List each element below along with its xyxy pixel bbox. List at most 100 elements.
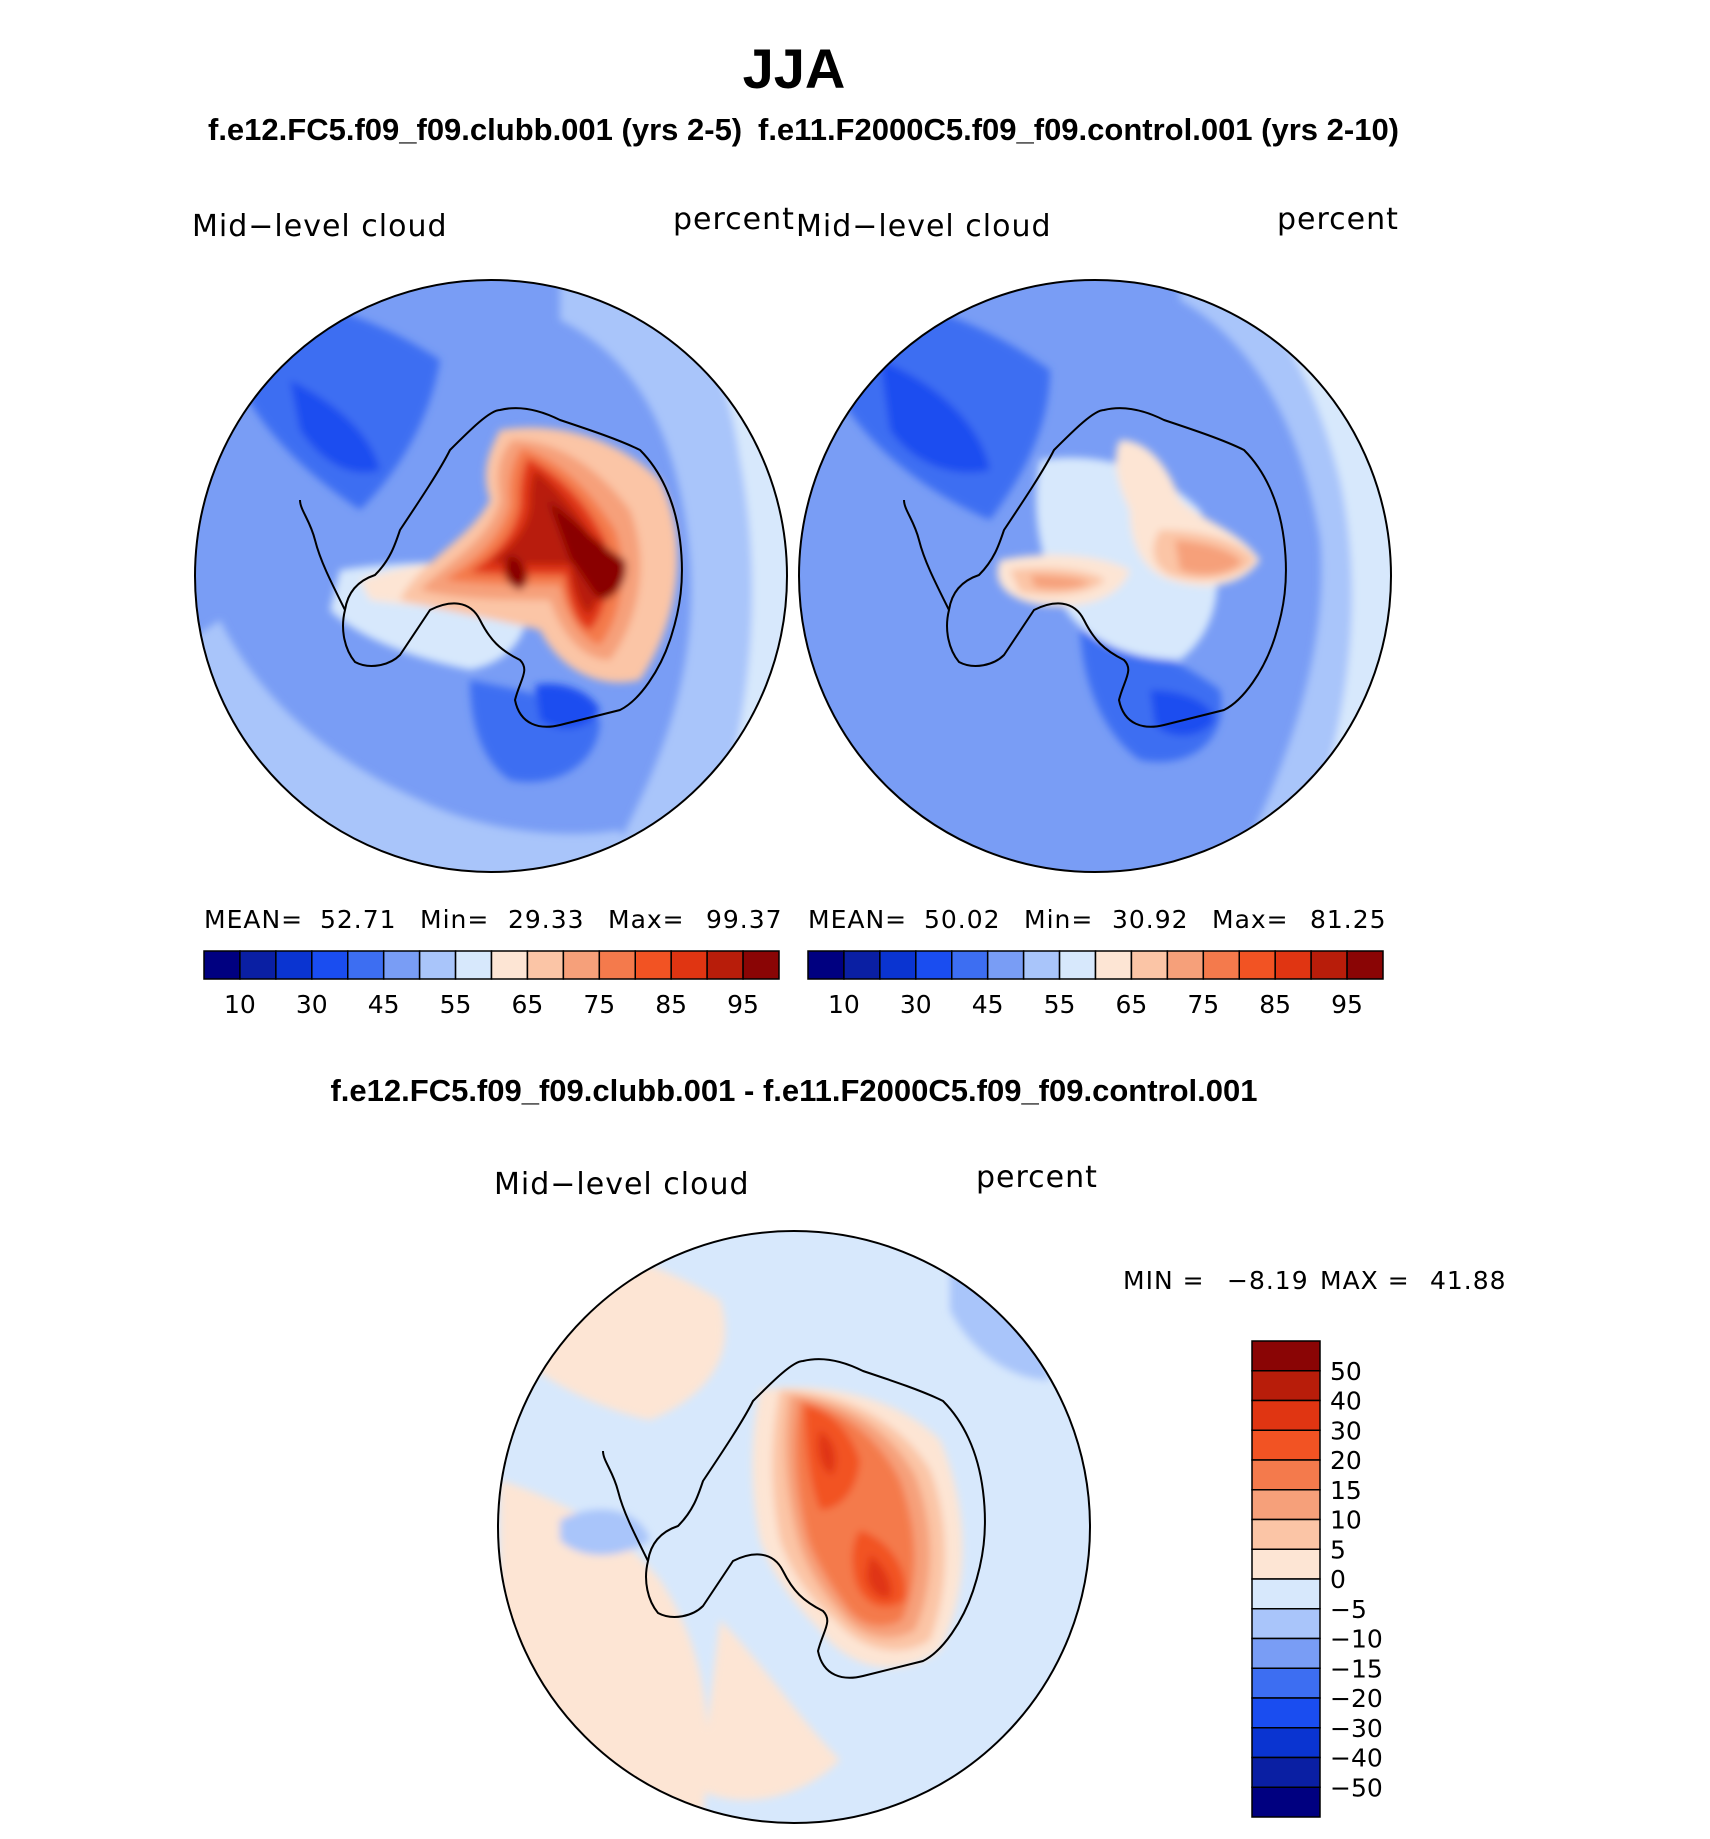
panel-2-colorbar-swatch <box>843 950 881 980</box>
panel-1-colorbar-tick-label: 75 <box>583 990 615 1019</box>
panel-2-colorbar: 10 30 45 55 65 75 85 95 <box>807 950 1384 1019</box>
panel-1-mean-value: 52.71 <box>320 905 397 934</box>
panel-1-map-boundary <box>194 279 788 873</box>
difference-colorbar-swatch <box>1251 1518 1321 1550</box>
panel-2-min-value: 30.92 <box>1112 905 1189 934</box>
panel-2-colorbar-tick-label: 30 <box>900 990 932 1019</box>
panel-1-coastline <box>299 407 683 728</box>
difference-colorbar-swatch <box>1251 1608 1321 1640</box>
difference-colorbar-swatch <box>1251 1340 1321 1372</box>
panel-1-colorbar-tick-label: 55 <box>440 990 472 1019</box>
difference-title: f.e12.FC5.f09_f09.clubb.001 - f.e11.F200… <box>330 1073 1258 1108</box>
panel-2-colorbar-swatch <box>1058 950 1097 980</box>
panel-2-units-label: percent <box>1277 202 1399 237</box>
difference-colorbar-tick-label: −10 <box>1330 1625 1383 1654</box>
panel-2-min-label: Min= <box>1024 905 1094 934</box>
panel-2-colorbar-swatch <box>1166 950 1205 980</box>
difference-colorbar-tick-label: −5 <box>1330 1595 1367 1624</box>
difference-colorbar-swatch <box>1251 1786 1321 1818</box>
difference-units-label: percent <box>976 1160 1098 1195</box>
panel-1-min-label: Min= <box>420 905 490 934</box>
panel-2-colorbar-swatch <box>1130 950 1169 980</box>
difference-coastline <box>602 1358 986 1679</box>
panel-1-map <box>195 280 787 872</box>
difference-variable-label: Mid−level cloud <box>494 1167 750 1202</box>
panel-1-colorbar-swatch <box>382 950 421 980</box>
panel-2-colorbar-swatch <box>1202 950 1240 980</box>
panel-2-colorbar-tick-label: 95 <box>1331 990 1363 1019</box>
panel-1-colorbar-swatch <box>454 950 493 980</box>
difference-colorbar-swatch <box>1251 1727 1321 1759</box>
panel-1-colorbar-swatch <box>742 950 780 980</box>
difference-colorbar-tick-label: 40 <box>1330 1387 1362 1416</box>
difference-colorbar-swatch <box>1251 1429 1321 1461</box>
panel-1-colorbar: 10 30 45 55 65 75 85 95 <box>203 950 780 1019</box>
difference-colorbar-swatch <box>1251 1756 1321 1788</box>
panel-2-case-title: f.e11.F2000C5.f09_f09.control.001 (yrs 2… <box>758 112 1400 147</box>
difference-colorbar-swatch <box>1251 1697 1321 1729</box>
difference-colorbar-tick-label: −30 <box>1330 1714 1383 1743</box>
panel-2-max-value: 81.25 <box>1310 905 1387 934</box>
difference-colorbar-tick-label: 20 <box>1330 1446 1362 1475</box>
panel-2-colorbar-tick-label: 85 <box>1259 990 1291 1019</box>
panel-1-colorbar-swatch <box>526 950 565 980</box>
panel-2-colorbar-swatch <box>807 950 845 980</box>
panel-2-mean-label: MEAN= <box>808 905 908 934</box>
panel-1-colorbar-tick-label: 65 <box>512 990 544 1019</box>
panel-2-colorbar-swatch <box>1346 950 1384 980</box>
panel-2-mean-value: 50.02 <box>924 905 1001 934</box>
difference-colorbar-tick-label: 30 <box>1330 1416 1362 1445</box>
panel-1-colorbar-swatch <box>239 950 277 980</box>
panel-1-colorbar-swatch <box>490 950 529 980</box>
panel-2-colorbar-swatch <box>1310 950 1348 980</box>
difference-min-value: −8.19 <box>1227 1266 1309 1295</box>
difference-colorbar-tick-label: 15 <box>1330 1476 1362 1505</box>
difference-min-label: MIN = <box>1123 1266 1205 1295</box>
panel-1-colorbar-swatch <box>670 950 708 980</box>
panel-1-colorbar-tick-label: 95 <box>727 990 759 1019</box>
difference-colorbar-tick-label: 0 <box>1330 1565 1346 1594</box>
difference-max-label: MAX = <box>1320 1266 1410 1295</box>
difference-colorbar-swatch <box>1251 1578 1321 1610</box>
panel-2-colorbar-swatch <box>1274 950 1312 980</box>
panel-2-colorbar-tick-label: 65 <box>1116 990 1148 1019</box>
panel-1-colorbar-swatch <box>311 950 349 980</box>
panel-1-min-value: 29.33 <box>508 905 585 934</box>
panel-2-colorbar-swatch <box>1238 950 1276 980</box>
panel-2-max-label: Max= <box>1212 905 1289 934</box>
panel-1-colorbar-swatch <box>347 950 385 980</box>
difference-colorbar-swatch <box>1251 1637 1321 1669</box>
panel-1-colorbar-tick-label: 10 <box>224 990 256 1019</box>
difference-map <box>498 1231 1090 1823</box>
panel-2-colorbar-tick-label: 10 <box>828 990 860 1019</box>
panel-1-units-label: percent <box>673 202 795 237</box>
panel-1-colorbar-swatch <box>203 950 241 980</box>
panel-2-colorbar-tick-label: 45 <box>972 990 1004 1019</box>
difference-colorbar-tick-label: −40 <box>1330 1744 1383 1773</box>
difference-colorbar-tick-label: 10 <box>1330 1506 1362 1535</box>
difference-colorbar-swatch <box>1251 1370 1321 1402</box>
difference-colorbar-tick-label: −50 <box>1330 1773 1383 1802</box>
panel-1-case-title: f.e12.FC5.f09_f09.clubb.001 (yrs 2-5) <box>208 112 743 147</box>
panel-2-colorbar-tick-label: 75 <box>1187 990 1219 1019</box>
difference-colorbar-tick-label: 5 <box>1330 1535 1346 1564</box>
panel-2-colorbar-swatch <box>951 950 989 980</box>
panel-2-colorbar-swatch <box>879 950 917 980</box>
difference-colorbar-swatch <box>1251 1667 1321 1699</box>
difference-colorbar-swatch <box>1251 1399 1321 1431</box>
panel-1-max-label: Max= <box>608 905 685 934</box>
panel-1-mean-label: MEAN= <box>204 905 304 934</box>
panel-1-max-value: 99.37 <box>706 905 783 934</box>
panel-2-variable-label: Mid−level cloud <box>796 209 1052 244</box>
difference-colorbar-tick-label: −20 <box>1330 1684 1383 1713</box>
panel-1-colorbar-tick-label: 30 <box>296 990 328 1019</box>
panel-1-colorbar-swatch <box>634 950 672 980</box>
page-title: JJA <box>742 37 846 100</box>
difference-colorbar-swatch <box>1251 1459 1321 1491</box>
panel-1-colorbar-swatch <box>598 950 636 980</box>
panel-1-colorbar-swatch <box>418 950 457 980</box>
panel-2-colorbar-swatch <box>1094 950 1133 980</box>
panel-1-colorbar-tick-label: 45 <box>368 990 400 1019</box>
difference-colorbar-tick-label: 50 <box>1330 1357 1362 1386</box>
